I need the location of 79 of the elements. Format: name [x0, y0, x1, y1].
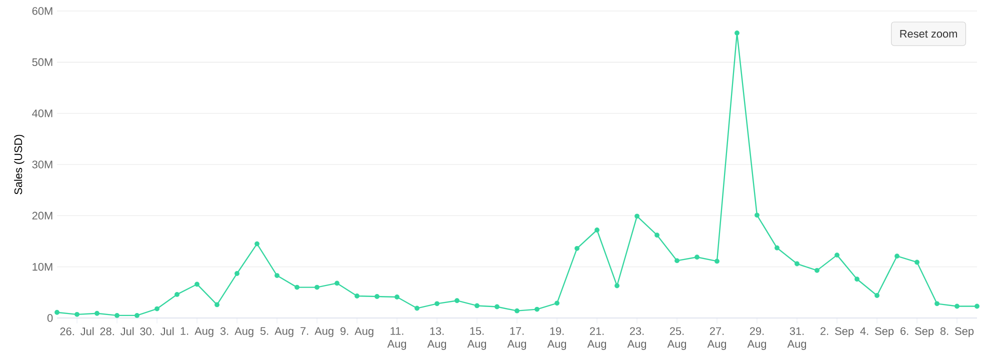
x-tick-label: 15. Aug [467, 327, 486, 350]
point [774, 245, 780, 250]
x-tick-label: 28. Jul [100, 327, 134, 336]
point [54, 310, 60, 315]
y-tick-label: 20M [32, 212, 52, 220]
y-tick-label: 60M [32, 7, 52, 15]
y-tick-label: 40M [32, 109, 52, 118]
x-tick-label: 9. Aug [340, 327, 374, 338]
y-tick-label: 10M [32, 262, 52, 271]
point [134, 312, 140, 318]
x-tick-label: 6. Sep [900, 327, 934, 338]
point [154, 306, 160, 312]
y-tick-label: 50M [32, 58, 52, 66]
x-tick-label: 5. Aug [260, 327, 294, 338]
point [974, 304, 980, 309]
point [794, 261, 800, 266]
point [674, 258, 680, 264]
point [434, 301, 440, 306]
point [834, 252, 840, 258]
point [634, 214, 640, 219]
y-tick-label: 0 [47, 314, 53, 322]
point [334, 280, 340, 286]
point [194, 282, 200, 287]
x-tick-label: 25. Aug [667, 327, 686, 350]
point [874, 293, 880, 298]
x-tick-label: 13. Aug [427, 327, 446, 350]
point [714, 258, 720, 264]
point [414, 306, 420, 311]
x-tick-label: 23. Aug [627, 327, 646, 350]
x-tick-label: 2. Sep [820, 327, 854, 338]
point [534, 306, 540, 312]
point [654, 232, 660, 238]
x-tick-label: 4. Sep [860, 327, 894, 338]
point [314, 284, 320, 290]
point [554, 300, 560, 306]
point [274, 273, 280, 278]
point [914, 260, 920, 265]
point [94, 310, 100, 316]
x-tick-label: 30. Jul [140, 327, 174, 336]
point [614, 283, 620, 288]
x-tick-label: 31. Aug [787, 327, 806, 350]
point [854, 276, 860, 282]
point [374, 294, 380, 299]
x-tick-label: 3. Aug [220, 327, 254, 338]
x-tick-label: 7. Aug [300, 327, 334, 338]
point [174, 292, 180, 297]
point [894, 254, 900, 259]
point [954, 304, 960, 309]
point [74, 312, 80, 317]
point [814, 268, 820, 273]
point [474, 303, 480, 308]
x-tick-label: 11. Aug [387, 327, 406, 350]
point [754, 212, 760, 218]
point [214, 302, 220, 308]
point [574, 246, 580, 251]
point [514, 308, 520, 314]
point [254, 241, 260, 246]
x-tick-label: 17. Aug [507, 327, 526, 350]
y-axis-title: Sales (USD) [14, 134, 24, 194]
point [594, 228, 600, 232]
point [694, 254, 700, 260]
point [234, 271, 240, 276]
x-tick-label: 19. Aug [547, 327, 566, 350]
point [354, 294, 360, 298]
x-tick-label: 21. Aug [587, 327, 606, 350]
y-tick-label: 30M [32, 160, 52, 168]
point [114, 312, 120, 318]
x-tick-label: 27. Aug [707, 327, 726, 350]
point [734, 30, 740, 36]
x-tick-label: 1. Aug [180, 327, 214, 338]
x-tick-label: 8. Sep [940, 327, 974, 338]
point [294, 284, 300, 290]
point [934, 301, 940, 306]
point [454, 298, 460, 304]
x-tick-label: 29. Aug [747, 327, 766, 350]
point [394, 294, 400, 300]
point [494, 304, 500, 310]
annotation: Reset zoom [900, 30, 957, 38]
x-tick-label: 26. Jul [60, 327, 94, 336]
